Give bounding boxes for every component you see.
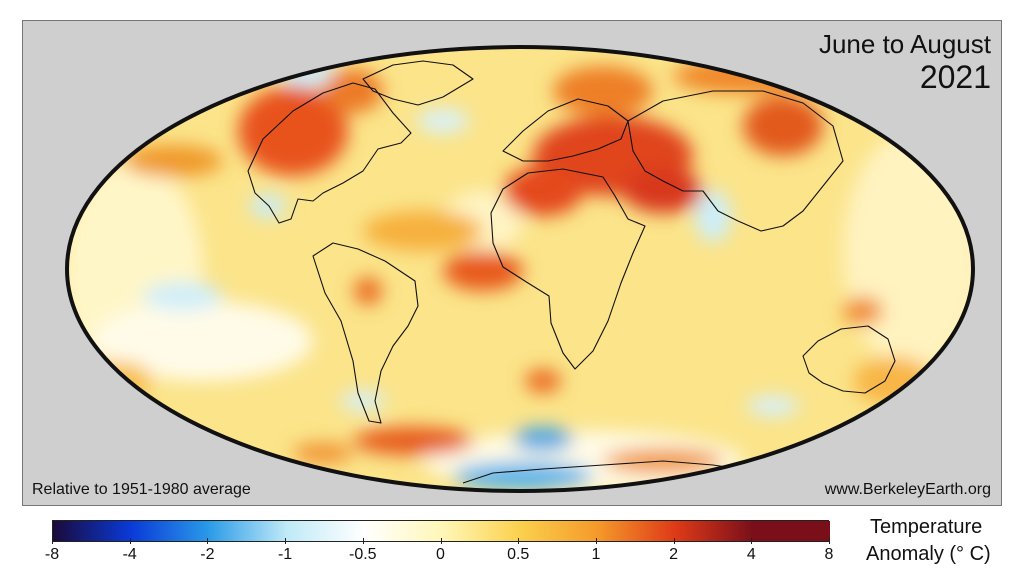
colorbar-tick xyxy=(673,538,675,544)
colorbar-segment xyxy=(752,521,831,541)
colorbar-tick xyxy=(518,538,520,544)
colorbar-segment xyxy=(674,521,753,541)
colorbar-segment xyxy=(441,521,520,541)
north-america-outline xyxy=(247,82,412,224)
colorbar-tick-label: -2 xyxy=(200,546,215,563)
colorbar-tick xyxy=(207,538,209,544)
colorbar-tick-label: -8 xyxy=(44,546,60,563)
source-credit: www.BerkeleyEarth.org xyxy=(824,481,991,498)
colorbar-tick-label: 0.5 xyxy=(507,546,530,563)
anomaly-field xyxy=(67,47,973,491)
map-panel: June to August 2021 Relative to 1951-198… xyxy=(22,20,1002,506)
europe-outline xyxy=(502,98,629,162)
colorbar-segment xyxy=(53,521,132,541)
colorbar-segment xyxy=(286,521,365,541)
colorbar-tick-label: 2 xyxy=(669,546,679,563)
colorbar-segment xyxy=(363,521,442,541)
colorbar-tick-label: 0 xyxy=(436,546,445,563)
colorbar-segment xyxy=(596,521,676,541)
colorbar-tick xyxy=(829,538,830,544)
baseline-note: Relative to 1951-1980 average xyxy=(32,481,251,498)
colorbar-tick-label: 8 xyxy=(824,546,834,563)
map-title-season: June to August xyxy=(818,29,991,59)
colorbar-tick xyxy=(52,538,53,544)
colorbar-segment xyxy=(208,521,287,541)
greenland-outline xyxy=(362,60,474,106)
colorbar-tick xyxy=(440,538,442,544)
colorbar-tick xyxy=(362,538,364,544)
africa-outline xyxy=(490,168,646,370)
colorbar-tick-label: -1 xyxy=(277,546,293,563)
colorbar-segment xyxy=(130,521,209,541)
map-title-year: 2021 xyxy=(919,59,991,95)
legend-title-line1: Temperature xyxy=(870,516,983,538)
colorbar-segment xyxy=(519,521,598,541)
colorbar-tick xyxy=(595,538,597,544)
globe-outline xyxy=(65,45,975,493)
asia-outline xyxy=(627,90,844,232)
australia-outline xyxy=(802,325,896,394)
colorbar-tick xyxy=(285,538,287,544)
temperature-anomaly-map xyxy=(65,45,975,493)
colorbar-tick-label: -4 xyxy=(122,546,137,563)
colorbar-tick xyxy=(751,538,753,544)
colorbar-tick-label: 1 xyxy=(591,546,601,563)
legend-title-line2: Anomaly (° C) xyxy=(866,543,991,565)
colorbar-tick xyxy=(129,538,131,544)
colorbar-tick-label: 4 xyxy=(746,546,756,563)
coastlines xyxy=(247,60,896,484)
colorbar-tick-label: -0.5 xyxy=(349,546,377,563)
south-america-outline xyxy=(312,242,419,424)
